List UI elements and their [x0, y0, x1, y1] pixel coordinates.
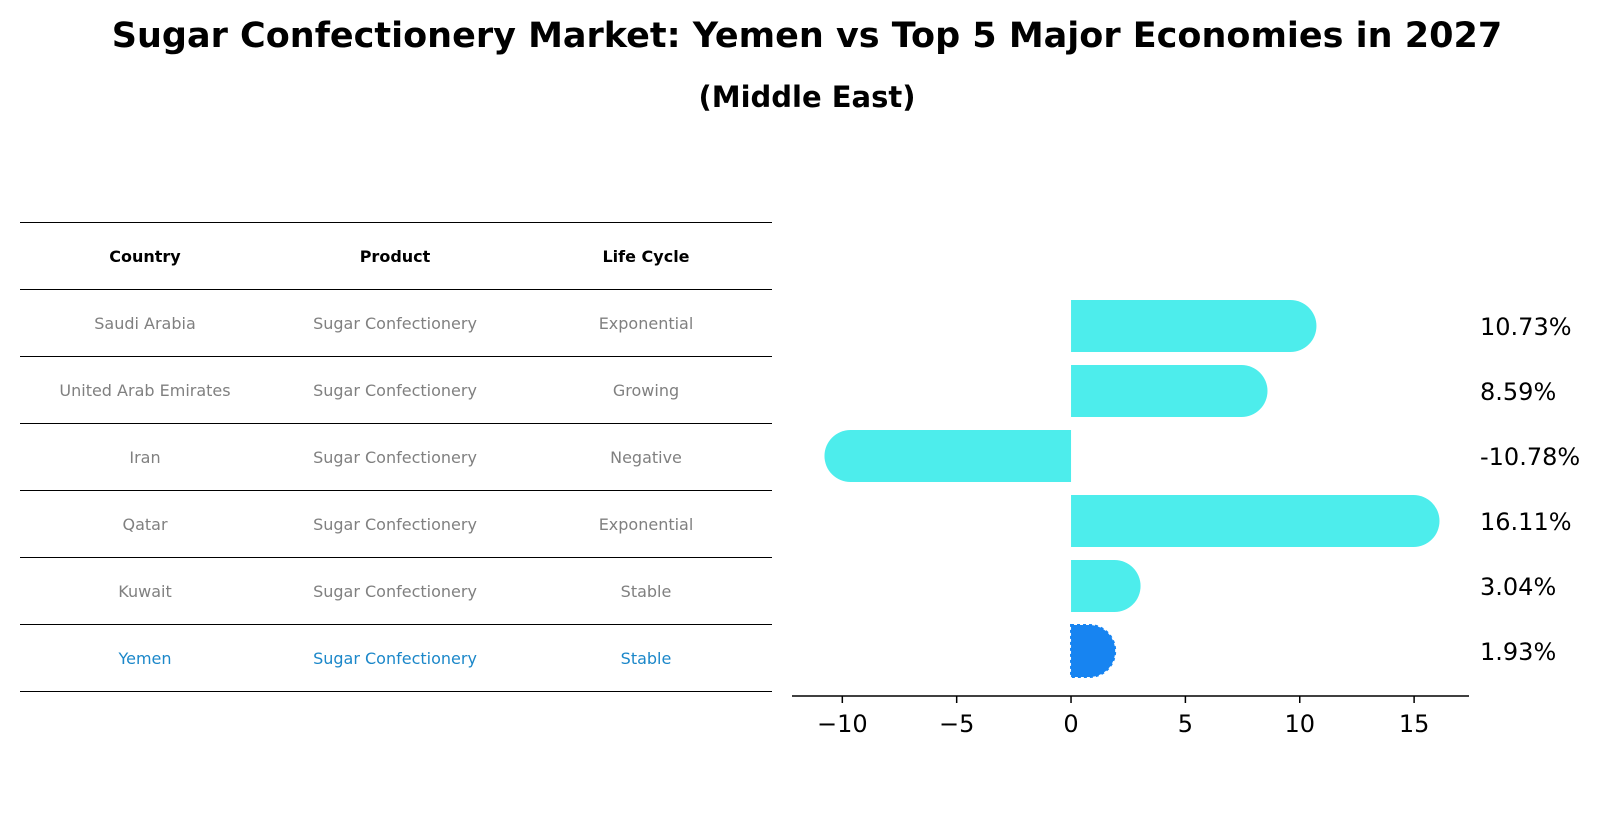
value-label: 16.11% — [1480, 508, 1572, 536]
data-table: Country Product Life Cycle Saudi Arabia … — [20, 222, 772, 692]
value-label: -10.78% — [1480, 443, 1580, 471]
value-label: 3.04% — [1480, 573, 1556, 601]
cell-country: Saudi Arabia — [94, 313, 196, 333]
x-tick-label: 10 — [1284, 710, 1315, 738]
cell-life-cycle: Exponential — [598, 313, 694, 333]
cell-product: Sugar Confectionery — [313, 380, 477, 400]
bar-united-arab-emirates — [1071, 365, 1268, 417]
bar-qatar — [1071, 495, 1440, 547]
x-tick-label: 0 — [1063, 710, 1078, 738]
cell-life-cycle: Negative — [610, 447, 682, 467]
bar-yemen — [1070, 624, 1117, 678]
table-row: Kuwait Sugar Confectionery Stable — [20, 557, 772, 624]
chart-title: Sugar Confectionery Market: Yemen vs Top… — [111, 16, 1503, 56]
cell-product: Sugar Confectionery — [313, 514, 477, 534]
x-tick-label: −10 — [817, 710, 868, 738]
table-row: Qatar Sugar Confectionery Exponential — [20, 490, 772, 557]
table-header-row: Country Product Life Cycle — [20, 222, 772, 289]
cell-product: Sugar Confectionery — [313, 581, 477, 601]
value-label: 10.73% — [1480, 313, 1572, 341]
cell-life-cycle: Stable — [620, 648, 672, 668]
cell-product: Sugar Confectionery — [313, 313, 477, 333]
cell-product: Sugar Confectionery — [313, 447, 477, 467]
cell-country: Kuwait — [118, 581, 172, 601]
bar-iran — [824, 430, 1072, 482]
table-row: Iran Sugar Confectionery Negative — [20, 423, 772, 490]
x-tick-label: −5 — [939, 710, 974, 738]
cell-country: Iran — [129, 447, 161, 467]
cell-product: Sugar Confectionery — [313, 648, 477, 668]
table-row-highlight: Yemen Sugar Confectionery Stable — [20, 624, 772, 692]
chart-subtitle: (Middle East) — [698, 80, 916, 114]
header-country: Country — [109, 246, 181, 266]
cell-country: United Arab Emirates — [59, 380, 231, 400]
table-row: Saudi Arabia Sugar Confectionery Exponen… — [20, 289, 772, 356]
header-product: Product — [359, 246, 431, 266]
bar-saudi-arabia — [1071, 300, 1317, 352]
bar-kuwait — [1071, 560, 1141, 612]
x-tick-label: 15 — [1399, 710, 1430, 738]
value-label: 1.93% — [1480, 638, 1556, 666]
cell-life-cycle: Stable — [620, 581, 672, 601]
cell-life-cycle: Exponential — [598, 514, 694, 534]
table-row: United Arab Emirates Sugar Confectionery… — [20, 356, 772, 423]
cell-country: Qatar — [122, 514, 168, 534]
value-label: 8.59% — [1480, 378, 1556, 406]
cell-life-cycle: Growing — [612, 380, 680, 400]
cell-country: Yemen — [118, 648, 172, 668]
header-life-cycle: Life Cycle — [602, 246, 690, 266]
x-tick-label: 5 — [1178, 710, 1193, 738]
